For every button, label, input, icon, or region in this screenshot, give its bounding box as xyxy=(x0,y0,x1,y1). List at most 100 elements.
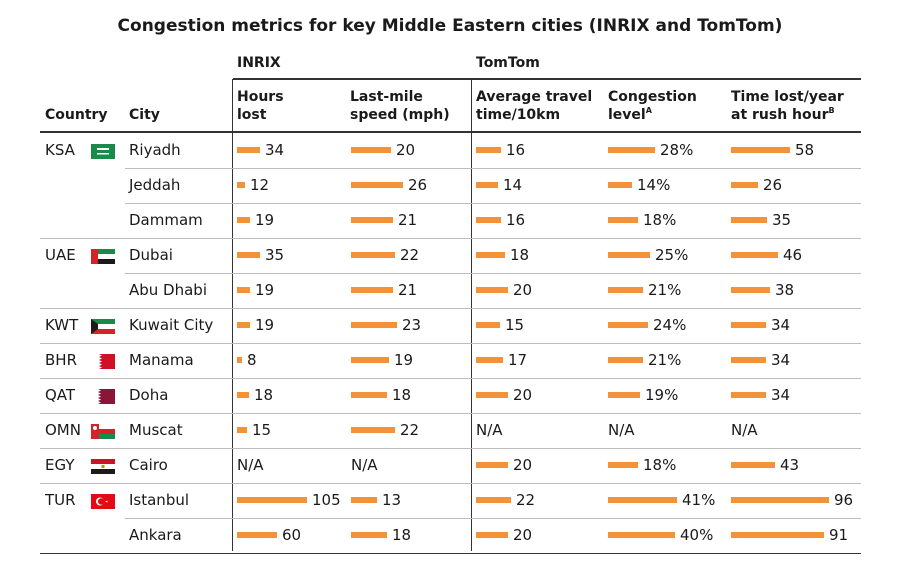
country-code: KWT xyxy=(45,316,79,334)
speed-bar xyxy=(351,427,395,433)
table-row: TUR Istanbul 105 13 22 41% 96 xyxy=(0,483,900,518)
congestion-value: 21% xyxy=(648,281,682,299)
travel-bar xyxy=(476,287,508,293)
congestion-bar xyxy=(608,252,650,258)
flag-saudi-arabia-icon xyxy=(91,144,115,159)
table-row: KWT Kuwait City 19 23 15 24% 34 xyxy=(0,308,900,343)
group-rule xyxy=(233,78,861,80)
timelost-bar xyxy=(731,217,767,223)
speed-bar xyxy=(351,287,393,293)
hours-bar xyxy=(237,182,245,188)
header-avg-travel-line2: time/10km xyxy=(476,107,561,123)
congestion-bar xyxy=(608,287,643,293)
city-name: Ankara xyxy=(129,526,182,544)
hours-bar xyxy=(237,147,260,153)
travel-value: 18 xyxy=(510,246,530,264)
header-country: Country xyxy=(45,107,108,123)
travel-value: 17 xyxy=(508,351,528,369)
congestion-value: 28% xyxy=(660,141,694,159)
header-timelost-footnote: B xyxy=(828,106,835,115)
flag-uae-icon xyxy=(91,249,115,264)
speed-bar xyxy=(351,532,387,538)
row-separator xyxy=(40,413,861,414)
country-code: KSA xyxy=(45,141,75,159)
speed-value: 13 xyxy=(382,491,402,509)
table-row: OMN Muscat 15 22 N/A N/A N/A xyxy=(0,413,900,448)
city-name: Riyadh xyxy=(129,141,181,159)
speed-value: 18 xyxy=(392,526,412,544)
speed-bar xyxy=(351,497,377,503)
speed-value: 22 xyxy=(400,246,420,264)
speed-value: 19 xyxy=(394,351,414,369)
congestion-bar xyxy=(608,217,638,223)
header-city: City xyxy=(129,107,160,123)
city-name: Dubai xyxy=(129,246,173,264)
header-hours-lost: Hours lost xyxy=(237,88,284,124)
country-code: UAE xyxy=(45,246,76,264)
speed-bar xyxy=(351,392,387,398)
row-separator xyxy=(40,448,861,449)
header-congestion-line1: Congestion xyxy=(608,89,697,105)
header-timelost-line2: at rush hour xyxy=(731,107,829,123)
travel-bar xyxy=(476,252,505,258)
country-code: OMN xyxy=(45,421,81,439)
congestion-bar xyxy=(608,532,675,538)
travel-bar xyxy=(476,322,500,328)
timelost-bar xyxy=(731,322,766,328)
congestion-value: 21% xyxy=(648,351,682,369)
congestion-bar xyxy=(608,392,640,398)
hours-bar xyxy=(237,217,250,223)
timelost-value: 34 xyxy=(771,386,791,404)
travel-value: 16 xyxy=(506,141,526,159)
hours-value: 35 xyxy=(265,246,285,264)
congestion-bar xyxy=(608,497,677,503)
speed-bar xyxy=(351,217,393,223)
hours-bar xyxy=(237,392,249,398)
travel-bar xyxy=(476,392,508,398)
congestion-bar xyxy=(608,462,638,468)
divider-inrix-tomtom xyxy=(471,79,472,551)
congestion-value: 25% xyxy=(655,246,689,264)
travel-value: 14 xyxy=(503,176,523,194)
travel-value: 20 xyxy=(513,456,533,474)
header-hours-lost-line2: lost xyxy=(237,107,267,123)
travel-bar xyxy=(476,462,508,468)
timelost-value: 43 xyxy=(780,456,800,474)
speed-value: 26 xyxy=(408,176,428,194)
table-row: Dammam 19 21 16 18% 35 xyxy=(0,203,900,238)
hours-value: 8 xyxy=(247,351,257,369)
timelost-value: 91 xyxy=(829,526,849,544)
travel-bar xyxy=(476,217,501,223)
flag-kuwait-icon xyxy=(91,319,115,334)
hours-value: 105 xyxy=(312,491,341,509)
city-name: Muscat xyxy=(129,421,183,439)
congestion-bar xyxy=(608,322,648,328)
header-lastmile-line1: Last-mile xyxy=(350,89,423,105)
travel-bar xyxy=(476,497,511,503)
timelost-value: 38 xyxy=(775,281,795,299)
table-row: QAT Doha 18 18 20 19% 34 xyxy=(0,378,900,413)
hours-na: N/A xyxy=(237,456,264,474)
speed-value: 21 xyxy=(398,281,418,299)
travel-bar xyxy=(476,532,508,538)
city-name: Istanbul xyxy=(129,491,190,509)
header-congestion-line2: level xyxy=(608,107,646,123)
timelost-value: 46 xyxy=(783,246,803,264)
row-separator xyxy=(40,483,861,484)
row-separator xyxy=(40,553,861,554)
timelost-bar xyxy=(731,532,824,538)
timelost-value: 58 xyxy=(795,141,815,159)
timelost-bar xyxy=(731,462,775,468)
flag-oman-icon xyxy=(91,424,115,439)
congestion-value: 24% xyxy=(653,316,687,334)
country-code: TUR xyxy=(45,491,76,509)
row-separator xyxy=(40,378,861,379)
chart-title: Congestion metrics for key Middle Easter… xyxy=(117,16,783,36)
hours-value: 19 xyxy=(255,211,275,229)
hours-bar xyxy=(237,252,260,258)
timelost-value: 34 xyxy=(771,351,791,369)
speed-value: 21 xyxy=(398,211,418,229)
header-time-lost: Time lost/year at rush hourB xyxy=(731,88,844,124)
speed-bar xyxy=(351,357,389,363)
header-rule xyxy=(40,131,861,133)
